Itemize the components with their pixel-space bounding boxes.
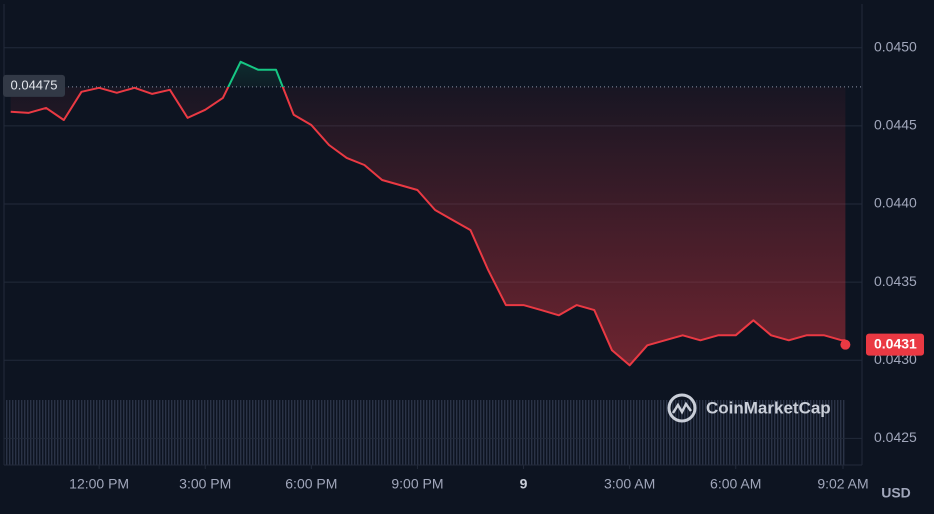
unit-label: USD xyxy=(881,485,911,501)
y-tick-label: 0.0435 xyxy=(874,273,917,289)
x-tick-label: 9 xyxy=(520,476,528,492)
x-tick-label: 3:00 AM xyxy=(604,476,655,492)
last-point xyxy=(840,339,851,350)
y-tick-label: 0.0425 xyxy=(874,429,917,445)
x-tick-label: 9:02 AM xyxy=(817,476,868,492)
x-tick-label: 6:00 PM xyxy=(285,476,337,492)
baseline-label: 0.04475 xyxy=(11,77,58,92)
x-tick-label: 9:00 PM xyxy=(391,476,443,492)
x-tick-label: 3:00 PM xyxy=(179,476,231,492)
x-tick-label: 12:00 PM xyxy=(69,476,129,492)
price-line xyxy=(10,60,846,367)
y-tick-label: 0.0445 xyxy=(874,117,917,133)
watermark-text: CoinMarketCap xyxy=(706,398,831,417)
last-value-box xyxy=(866,333,924,356)
watermark: CoinMarketCap xyxy=(667,393,831,423)
x-tick-label: 6:00 AM xyxy=(710,476,761,492)
volume-bars xyxy=(4,400,846,465)
last-value-label: 0.0431 xyxy=(874,335,917,351)
y-tick-label: 0.0450 xyxy=(874,38,917,54)
price-area xyxy=(10,61,846,366)
y-tick-label: 0.0440 xyxy=(874,195,917,211)
baseline-label-box xyxy=(3,74,65,97)
